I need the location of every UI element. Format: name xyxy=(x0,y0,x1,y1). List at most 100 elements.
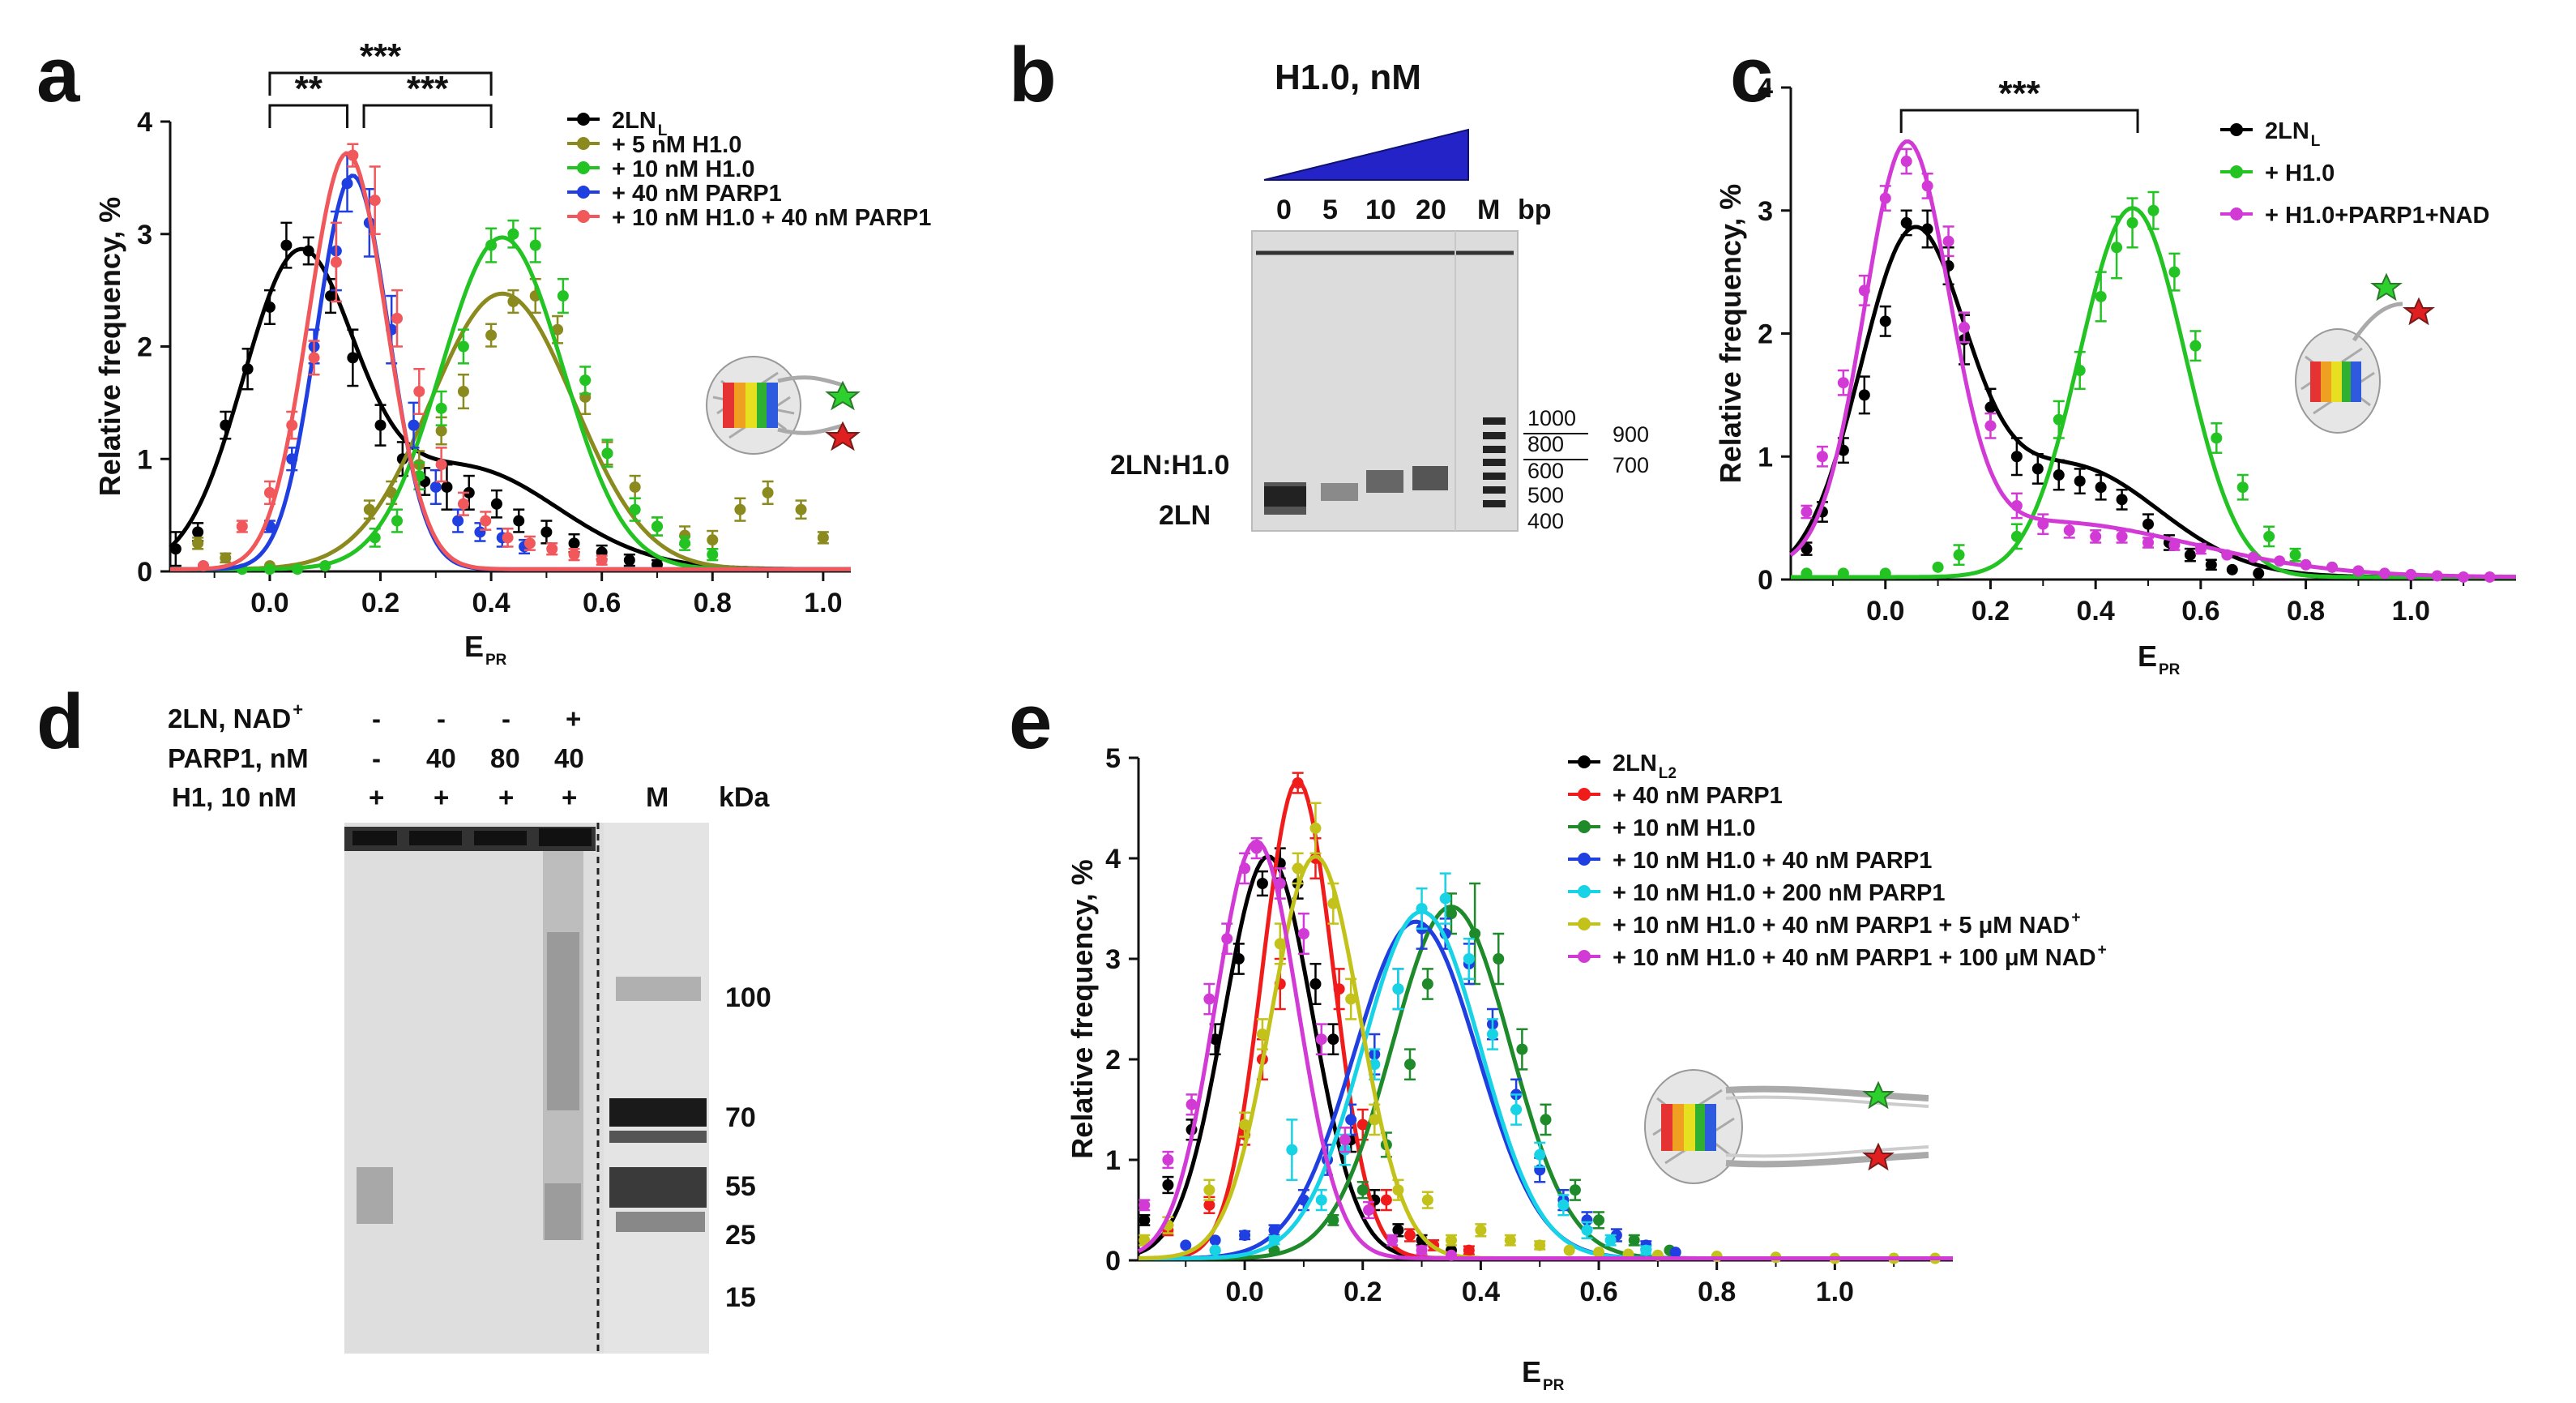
data-point xyxy=(2010,530,2023,542)
data-point xyxy=(280,239,293,251)
x-tick-label: 0.6 xyxy=(583,588,621,618)
gel-b-title: H1.0, nM xyxy=(1275,58,1421,97)
data-point xyxy=(2037,518,2049,530)
data-point xyxy=(1516,1043,1528,1055)
data-point xyxy=(1640,1244,1652,1256)
legend-marker xyxy=(1578,820,1591,833)
panel-label-c: c xyxy=(1730,32,1773,118)
gel-b-image xyxy=(1251,230,1519,532)
data-point xyxy=(197,560,209,572)
x-axis-label: E xyxy=(2138,639,2157,673)
legend-label: + 10 nM H1.0 xyxy=(612,156,755,182)
data-point xyxy=(2090,530,2102,542)
data-point xyxy=(2095,481,2107,494)
legend-marker xyxy=(577,161,590,174)
data-point xyxy=(2142,518,2155,530)
data-point xyxy=(2378,567,2390,580)
data-point xyxy=(1327,1214,1339,1226)
data-point xyxy=(1203,993,1215,1005)
gel-b-lane-3: 20 xyxy=(1416,195,1446,225)
y-tick-label: 3 xyxy=(1105,944,1121,975)
legend-label: 2LN xyxy=(2265,118,2309,144)
gel-b-bp-unit: bp xyxy=(1518,195,1552,225)
legend-marker xyxy=(1578,950,1591,963)
data-point xyxy=(1239,1119,1251,1131)
x-tick-label: 0.0 xyxy=(1866,596,1904,627)
data-point xyxy=(1953,549,1965,561)
data-point xyxy=(1504,1234,1516,1247)
legend-marker xyxy=(1578,788,1591,801)
data-point xyxy=(1162,1154,1174,1166)
data-point xyxy=(1138,1214,1151,1226)
data-point xyxy=(1879,567,1891,580)
data-point xyxy=(2405,568,2417,580)
data-point xyxy=(1593,1214,1605,1226)
data-point xyxy=(1250,842,1262,854)
data-point xyxy=(679,537,691,550)
data-point xyxy=(1333,983,1345,995)
gel-b-band-free: 2LN xyxy=(1159,500,1211,531)
data-point xyxy=(2205,558,2217,571)
y-axis-label: Relative frequency, % xyxy=(1714,184,1747,483)
x-tick-label: 0.4 xyxy=(1462,1277,1500,1307)
data-point xyxy=(220,419,232,431)
gel-b-band-complex: 2LN:H1.0 xyxy=(1110,450,1229,481)
nucleosome-icon xyxy=(706,356,861,455)
data-point xyxy=(1286,1144,1298,1156)
data-point xyxy=(762,486,774,498)
data-point xyxy=(241,363,254,375)
kda-70: 70 xyxy=(725,1102,756,1133)
marker-bp-400: 400 xyxy=(1527,509,1564,533)
data-point xyxy=(1439,892,1451,905)
data-point xyxy=(2221,549,2233,561)
x-tick-label: 0.8 xyxy=(2287,596,2325,627)
x-tick-label: 1.0 xyxy=(2392,596,2430,627)
data-point xyxy=(1900,216,1912,229)
data-point xyxy=(457,386,469,397)
data-point xyxy=(1369,1114,1381,1126)
legend-label-sup: + xyxy=(2098,942,2107,959)
gel-d-r1-v1: 40 xyxy=(426,743,456,773)
data-point xyxy=(1239,862,1251,875)
data-point xyxy=(435,425,447,437)
data-point xyxy=(1563,1244,1575,1256)
x-tick-label: 0.0 xyxy=(250,588,288,618)
legend-label: + H1.0 xyxy=(2265,160,2335,186)
significance-bracket xyxy=(268,71,493,96)
data-point xyxy=(1380,1194,1392,1206)
data-point xyxy=(236,520,248,533)
data-point xyxy=(220,552,232,564)
data-point xyxy=(568,549,580,561)
legend-marker xyxy=(577,113,590,126)
series-curve xyxy=(1791,206,2516,580)
data-point xyxy=(2189,340,2202,352)
legend-marker xyxy=(577,186,590,199)
data-point xyxy=(1268,1224,1280,1236)
data-point xyxy=(1297,928,1309,939)
data-point xyxy=(1232,953,1245,965)
data-point xyxy=(1239,1230,1251,1241)
data-point xyxy=(292,563,304,575)
data-point xyxy=(192,526,204,538)
data-point xyxy=(1463,1244,1475,1256)
data-point xyxy=(2168,539,2181,551)
concentration-wedge xyxy=(1263,128,1469,181)
data-point xyxy=(540,526,553,538)
data-point xyxy=(1984,420,1997,432)
data-point xyxy=(1162,1179,1174,1191)
data-point xyxy=(302,245,314,257)
x-tick-label: 0.8 xyxy=(694,588,732,618)
data-point xyxy=(1801,543,1813,555)
data-point xyxy=(1203,1199,1215,1211)
data-point xyxy=(1510,1104,1523,1115)
kda-25: 25 xyxy=(725,1220,756,1251)
data-point xyxy=(817,532,829,544)
gel-b-lane-1: 5 xyxy=(1322,195,1338,225)
gel-d-r0-v0: - xyxy=(372,704,381,734)
data-point xyxy=(1959,321,1971,333)
gel-d-marker-lane: M xyxy=(646,782,669,813)
data-point xyxy=(1356,1119,1369,1131)
panel-label-a: a xyxy=(36,32,80,118)
data-point xyxy=(1345,1114,1357,1126)
